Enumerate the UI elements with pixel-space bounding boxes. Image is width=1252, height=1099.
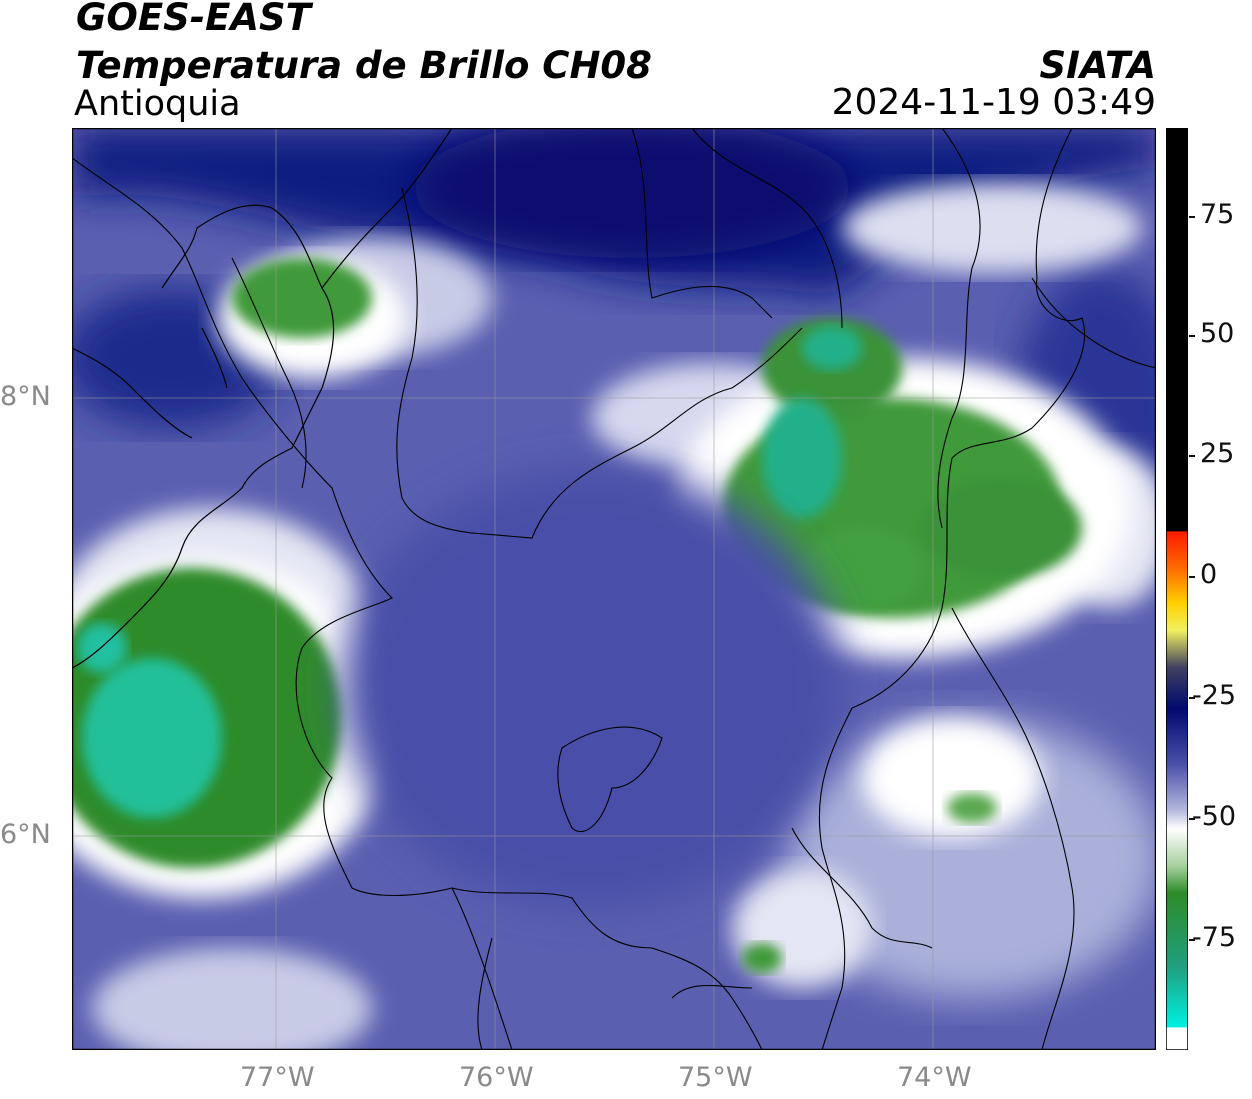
lon-label-74w: 74°W: [897, 1062, 972, 1093]
colorbar-label-50: 50: [1200, 318, 1235, 349]
colorbar-label-neg50: -50: [1192, 801, 1237, 832]
map-borders: [72, 128, 1156, 1050]
region-label: Antioquia: [74, 84, 241, 124]
lon-label-75w: 75°W: [678, 1062, 753, 1093]
colorbar-label-0: 0: [1200, 559, 1218, 590]
colorbar-label-75: 75: [1200, 199, 1235, 230]
colorbar-tick: [1189, 216, 1195, 218]
colorbar-label-25: 25: [1200, 438, 1235, 469]
colorbar-tick: [1189, 697, 1195, 699]
colorbar-tick: [1189, 455, 1195, 457]
temperature-colorbar: [1165, 127, 1189, 1051]
colorbar-tick: [1189, 939, 1195, 941]
organization-label: SIATA: [1039, 44, 1156, 87]
imagery-field: [72, 128, 1156, 1050]
satellite-title: GOES-EAST: [76, 0, 311, 39]
colorbar-ramp: [1165, 127, 1189, 1051]
colorbar-label-neg25: -25: [1192, 680, 1237, 711]
lat-label-8n: 8°N: [0, 381, 51, 412]
satellite-map[interactable]: [72, 128, 1156, 1050]
map-frame: [72, 128, 1156, 1050]
lon-label-77w: 77°W: [240, 1062, 315, 1093]
lat-label-6n: 6°N: [0, 819, 51, 850]
colorbar-tick: [1189, 818, 1195, 820]
colorbar-tick: [1189, 335, 1195, 337]
product-title: Temperatura de Brillo CH08: [76, 44, 652, 87]
colorbar-label-neg75: -75: [1192, 922, 1237, 953]
map-canvas: [72, 128, 1156, 1050]
colorbar-tick: [1189, 576, 1195, 578]
map-gridlines: [72, 128, 1156, 1050]
timestamp-label: 2024-11-19 03:49: [831, 82, 1156, 123]
lon-label-76w: 76°W: [459, 1062, 534, 1093]
coastline: [72, 128, 453, 669]
